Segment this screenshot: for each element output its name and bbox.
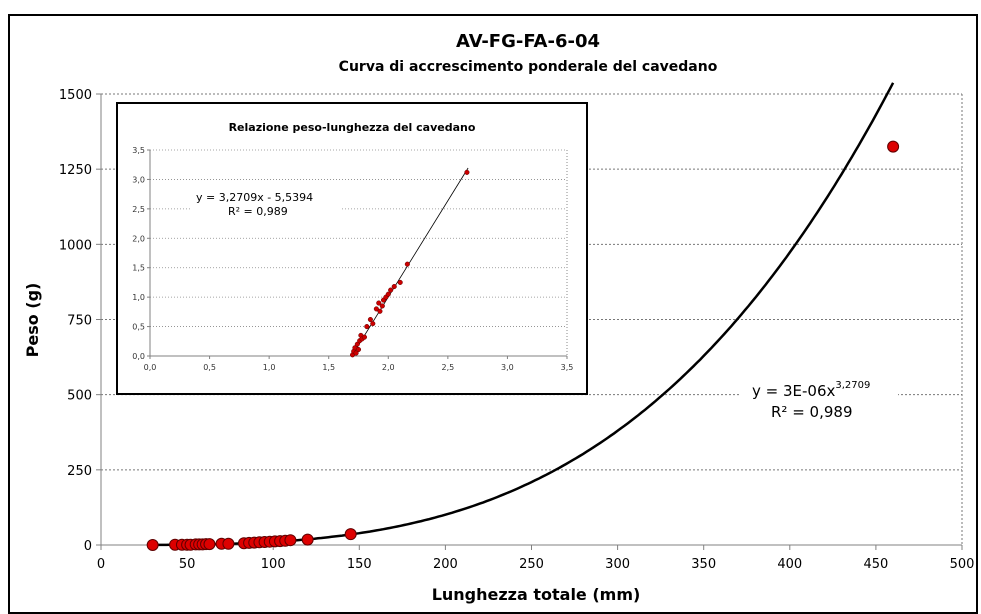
main-data-point: [222, 537, 235, 550]
main-y-tick-label: 500: [67, 389, 92, 404]
inset-x-tick-label: 3,0: [501, 363, 514, 372]
main-x-tick-label: 0: [97, 557, 105, 572]
inset-x-ticks: 0,0 0,5 1,0 1,5 2,0 2,5 3,0 3,5: [144, 356, 574, 372]
inset-frame: [116, 102, 588, 395]
inset-x-tick-label: 0,0: [144, 363, 157, 372]
main-y-tick-label: 0: [84, 539, 92, 554]
inset-title: Relazione peso-lunghezza del cavedano: [229, 121, 476, 134]
main-x-tick-label: 50: [179, 557, 196, 572]
main-x-tick-label: 100: [261, 557, 286, 572]
inset-points: [349, 169, 470, 358]
inset-data-point: [354, 341, 360, 347]
main-x-tick-label: 350: [691, 557, 716, 572]
main-y-tick-label: 250: [67, 464, 92, 479]
inset-x-tick-label: 1,0: [263, 363, 276, 372]
main-points: [146, 140, 900, 551]
inset-data-point: [404, 261, 410, 267]
inset-x-tick-label: 2,5: [441, 363, 454, 372]
inset-data-point: [364, 324, 370, 330]
main-y-label: Peso (g): [23, 283, 42, 358]
inset-data-point: [376, 300, 382, 306]
main-data-point: [203, 538, 216, 551]
inset-x-tick-label: 1,5: [322, 363, 335, 372]
main-x-tick-label: 250: [519, 557, 544, 572]
main-r2: R² = 0,989: [771, 403, 852, 421]
inset-y-tick-label: 0,5: [132, 323, 145, 332]
main-x-label: Lunghezza totale (mm): [432, 585, 641, 604]
inset-y-tick-label: 2,5: [132, 205, 145, 214]
inset-chart: Relazione peso-lunghezza del cavedano 0,…: [116, 102, 588, 395]
inset-data-point: [397, 279, 403, 285]
inset-data-point: [370, 321, 376, 327]
chart-subtitle: Curva di accrescimento ponderale del cav…: [339, 59, 718, 75]
inset-equation-bg: [192, 188, 340, 218]
chart-title: AV-FG-FA-6-04: [456, 31, 600, 52]
main-data-point: [146, 539, 159, 551]
inset-y-tick-label: 1,0: [132, 293, 145, 302]
main-y-tick-label: 1250: [59, 163, 92, 178]
main-x-tick-label: 150: [347, 557, 372, 572]
main-equation-base: y = 3E-06x: [752, 382, 836, 400]
inset-data-point: [379, 303, 385, 309]
main-equation-bg: [740, 374, 898, 424]
inset-equation: y = 3,2709x - 5,5394: [196, 191, 313, 204]
inset-y-ticks: 0,0 0,5 1,0 1,5 2,0 2,5 3,0 3,5: [132, 146, 150, 361]
inset-x-tick-label: 3,5: [561, 363, 574, 372]
inset-y-tick-label: 1,5: [132, 264, 145, 273]
inset-data-point: [367, 316, 373, 323]
main-y-tick-label: 750: [67, 314, 92, 329]
inset-y-tick-label: 0,0: [132, 352, 145, 361]
inset-data-point: [464, 169, 470, 175]
inset-data-point: [385, 291, 391, 297]
main-equation-exponent: 3,2709: [835, 380, 870, 391]
inset-y-tick-label: 2,0: [132, 234, 145, 243]
inset-r2: R² = 0,989: [228, 205, 288, 218]
main-x-tick-label: 300: [605, 557, 630, 572]
inset-data-point: [391, 283, 397, 290]
main-x-tick-label: 400: [777, 557, 802, 572]
main-data-point: [284, 534, 297, 547]
inset-x-tick-label: 2,0: [382, 363, 395, 372]
main-equation: y = 3E-06x3,2709: [752, 380, 870, 400]
main-x-ticks: 0 50 100 150 200 250 300 350 400 450 500: [97, 545, 975, 572]
main-y-tick-label: 1500: [59, 88, 92, 103]
inset-data-point: [353, 350, 359, 356]
inset-data-point: [361, 334, 368, 340]
inset-data-point: [355, 346, 362, 353]
inset-y-tick-label: 3,5: [132, 146, 145, 155]
main-x-tick-label: 450: [863, 557, 888, 572]
inset-data-point: [377, 308, 383, 314]
main-x-tick-label: 200: [433, 557, 458, 572]
main-x-tick-label: 500: [950, 557, 975, 572]
inset-data-point: [388, 287, 394, 293]
main-data-point: [344, 528, 357, 541]
inset-y-tick-label: 3,0: [132, 175, 145, 184]
inset-data-point: [373, 306, 379, 312]
main-data-point: [887, 140, 900, 153]
main-data-point: [301, 533, 314, 546]
main-y-ticks: 0 250 500 750 1000 1250 1500: [59, 88, 101, 554]
inset-x-tick-label: 0,5: [203, 363, 216, 372]
main-y-tick-label: 1000: [59, 238, 92, 253]
